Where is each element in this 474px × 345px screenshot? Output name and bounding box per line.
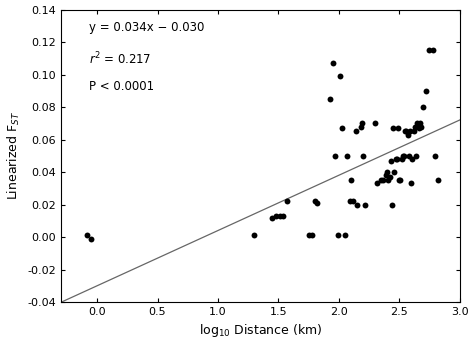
Point	[327, 96, 334, 102]
Point	[384, 177, 392, 183]
Point	[362, 202, 369, 207]
Text: y = 0.034x − 0.030: y = 0.034x − 0.030	[89, 21, 204, 34]
Point	[412, 153, 420, 159]
Point	[416, 120, 424, 126]
Point	[359, 153, 367, 159]
Point	[377, 177, 385, 183]
Text: P < 0.0001: P < 0.0001	[89, 80, 154, 93]
Text: $r^2$ = 0.217: $r^2$ = 0.217	[89, 50, 151, 67]
Point	[87, 236, 95, 241]
Point	[392, 156, 400, 162]
Point	[374, 181, 381, 186]
Point	[336, 73, 344, 79]
Point	[391, 169, 398, 175]
Point	[386, 174, 393, 180]
Point	[434, 177, 442, 183]
Point	[403, 129, 410, 134]
Point	[371, 120, 379, 126]
Point	[417, 124, 425, 129]
Point	[401, 129, 409, 134]
Point	[83, 233, 91, 238]
Point	[413, 120, 421, 126]
Point	[338, 126, 346, 131]
Point	[393, 156, 401, 162]
Point	[388, 202, 396, 207]
Point	[408, 181, 415, 186]
Point	[358, 120, 365, 126]
Point	[410, 129, 418, 134]
Point	[313, 200, 321, 206]
Point	[276, 213, 283, 219]
Point	[432, 153, 439, 159]
Point	[409, 156, 416, 162]
Point	[283, 198, 291, 204]
Point	[415, 126, 422, 131]
Point	[344, 153, 351, 159]
Point	[272, 213, 280, 219]
Point	[341, 233, 348, 238]
Point	[331, 153, 339, 159]
Point	[250, 233, 258, 238]
Point	[305, 233, 312, 238]
Point	[398, 156, 405, 162]
Point	[380, 177, 387, 183]
Point	[399, 153, 407, 159]
Point	[422, 88, 429, 93]
Point	[394, 126, 402, 131]
Point	[329, 60, 337, 66]
Point	[383, 169, 391, 175]
Point	[352, 129, 359, 134]
Point	[382, 172, 390, 178]
X-axis label: log$_{10}$ Distance (km): log$_{10}$ Distance (km)	[199, 323, 322, 339]
Point	[309, 233, 316, 238]
Point	[395, 177, 403, 183]
Point	[353, 202, 361, 207]
Point	[347, 177, 355, 183]
Point	[334, 233, 341, 238]
Point	[389, 126, 397, 131]
Point	[346, 198, 354, 204]
Point	[404, 132, 411, 137]
Point	[268, 215, 276, 220]
Point	[357, 124, 365, 129]
Point	[400, 153, 408, 159]
Point	[406, 129, 414, 134]
Point	[397, 177, 404, 183]
Point	[387, 158, 394, 164]
Point	[419, 104, 427, 110]
Point	[405, 153, 413, 159]
Point	[411, 124, 419, 129]
Y-axis label: Linearized F$_{ST}$: Linearized F$_{ST}$	[6, 111, 22, 200]
Point	[349, 198, 357, 204]
Point	[279, 213, 287, 219]
Point	[426, 47, 433, 53]
Point	[311, 198, 319, 204]
Point	[429, 47, 437, 53]
